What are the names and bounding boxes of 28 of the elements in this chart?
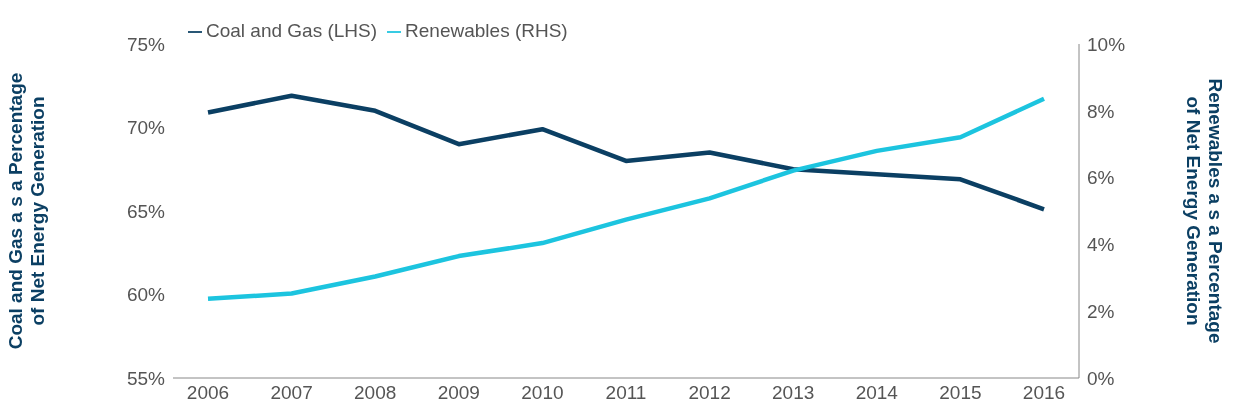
y-axis-title: Coal and Gas a s a Percentage of Net Energy Generation bbox=[5, 72, 48, 350]
y2-tick-label: 0% bbox=[1087, 367, 1115, 389]
y2-tick-label: 2% bbox=[1087, 300, 1115, 322]
x-tick-label: 2009 bbox=[437, 382, 480, 404]
y2-tick-label: 10% bbox=[1087, 33, 1126, 55]
legend-label: Renewables (RHS) bbox=[405, 20, 568, 41]
y-tick-label: 60% bbox=[126, 284, 166, 306]
y-tick-label: 65% bbox=[126, 200, 166, 222]
x-tick-label: 2007 bbox=[270, 382, 313, 404]
x-tick-label: 2013 bbox=[772, 382, 815, 404]
y2-tick-label: 6% bbox=[1087, 167, 1115, 189]
x-tick-label: 2006 bbox=[186, 382, 230, 404]
y-tick-label: 70% bbox=[126, 117, 166, 139]
y2-tick-label: 8% bbox=[1087, 100, 1115, 122]
x-tick-label: 2008 bbox=[354, 382, 397, 404]
x-tick-label: 2010 bbox=[521, 382, 564, 404]
x-tick-label: 2012 bbox=[688, 382, 731, 404]
line-series bbox=[205, 96, 1047, 302]
legend-label: Coal and Gas (LHS) bbox=[206, 20, 378, 41]
x-tick-label: 2016 bbox=[1022, 382, 1066, 404]
y-tick-label: 75% bbox=[126, 33, 166, 55]
line-series bbox=[205, 93, 1047, 212]
x-tick-label: 2015 bbox=[939, 382, 982, 404]
y2-axis-title: Renewables a s a Percentage of Net Energy Generation bbox=[1183, 78, 1226, 344]
y-tick-label: 55% bbox=[126, 367, 166, 389]
y2-tick-label: 4% bbox=[1087, 234, 1115, 256]
x-tick-label: 2011 bbox=[605, 382, 647, 404]
x-tick-label: 2014 bbox=[855, 382, 899, 404]
